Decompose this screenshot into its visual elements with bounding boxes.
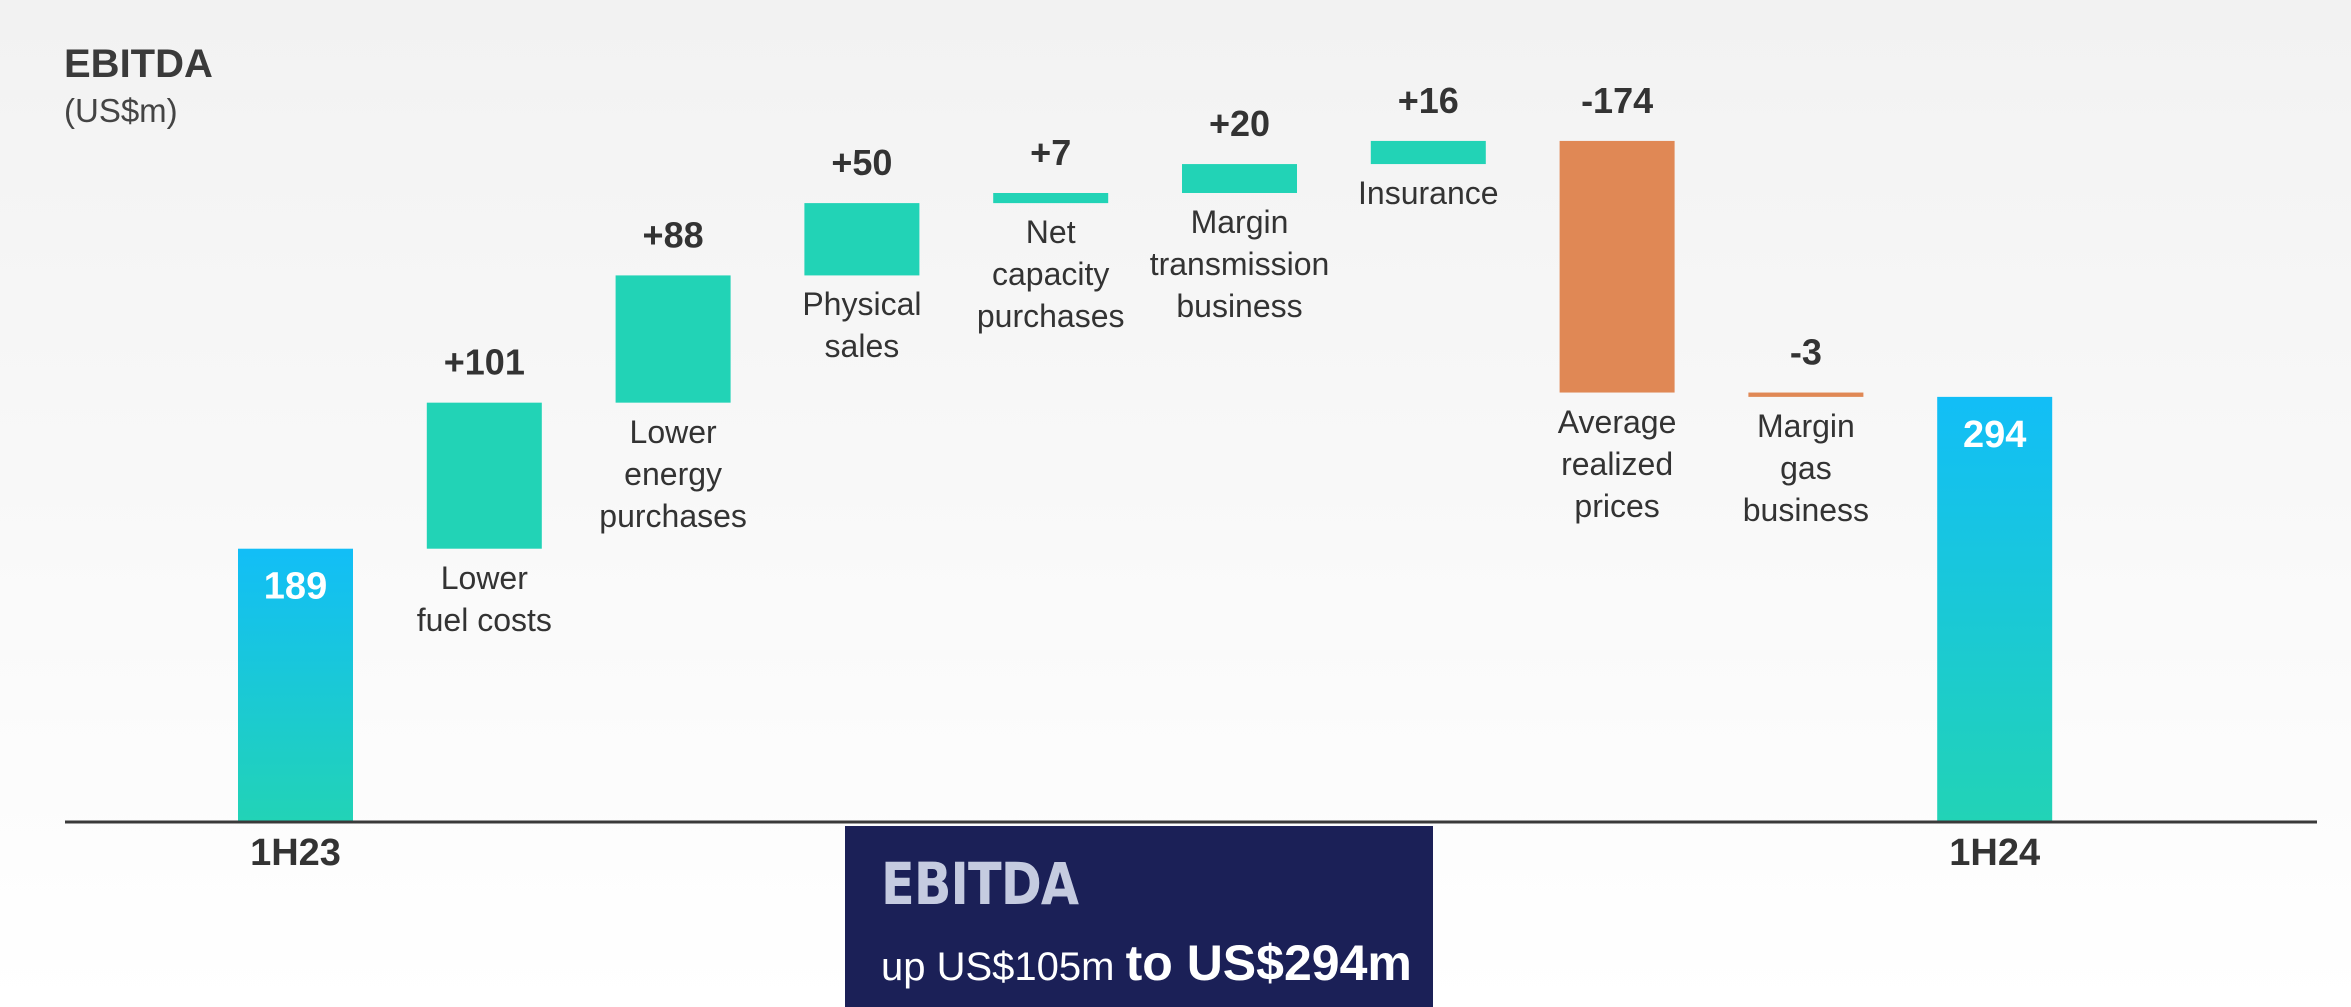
value-label: -174 [1581, 80, 1653, 121]
value-label: +7 [1030, 132, 1071, 173]
bar [615, 275, 731, 403]
x-tick-label: Physical sales [802, 286, 922, 365]
callout-heading: EBITDA [881, 850, 1079, 918]
value-label: +101 [444, 342, 525, 383]
value-label: +50 [831, 142, 892, 183]
bar [1182, 164, 1297, 193]
value-label: 294 [1963, 414, 2026, 456]
callout-highlight: to US$294m [1125, 935, 1412, 991]
callout-text: up US$105m to US$294m [881, 934, 1412, 992]
x-tick-label: Lower energy purchases [599, 413, 747, 534]
bar [1559, 140, 1675, 393]
callout-main: up US$105m [881, 945, 1115, 989]
value-label: +88 [643, 214, 704, 255]
value-label: 189 [264, 566, 327, 608]
x-tick-label: 1H23 [250, 832, 341, 874]
bar [1937, 396, 2053, 822]
x-tick-label: Lower fuel costs [416, 559, 552, 638]
chart-subtitle: (US$m) [64, 92, 178, 129]
bar [426, 402, 542, 549]
x-tick-label: 1H24 [1949, 832, 2041, 874]
x-tick-label: Insurance [1358, 175, 1499, 212]
bar [993, 192, 1109, 204]
x-tick-label: Net capacity purchases [976, 214, 1125, 335]
value-label: -3 [1790, 332, 1822, 373]
x-tick-label: Margin transmission business [1149, 203, 1330, 324]
callout-box: EBITDA up US$105m to US$294m [845, 826, 1433, 1007]
bar [804, 203, 920, 276]
x-tick-label: Average realized prices [1557, 403, 1677, 524]
value-label: +20 [1209, 103, 1270, 144]
value-label: +16 [1398, 80, 1459, 121]
bar [1748, 392, 1864, 397]
bar [1370, 140, 1486, 165]
x-tick-label: Margin gas business [1742, 407, 1870, 528]
chart-title: EBITDA [64, 42, 213, 86]
bar [238, 548, 353, 822]
